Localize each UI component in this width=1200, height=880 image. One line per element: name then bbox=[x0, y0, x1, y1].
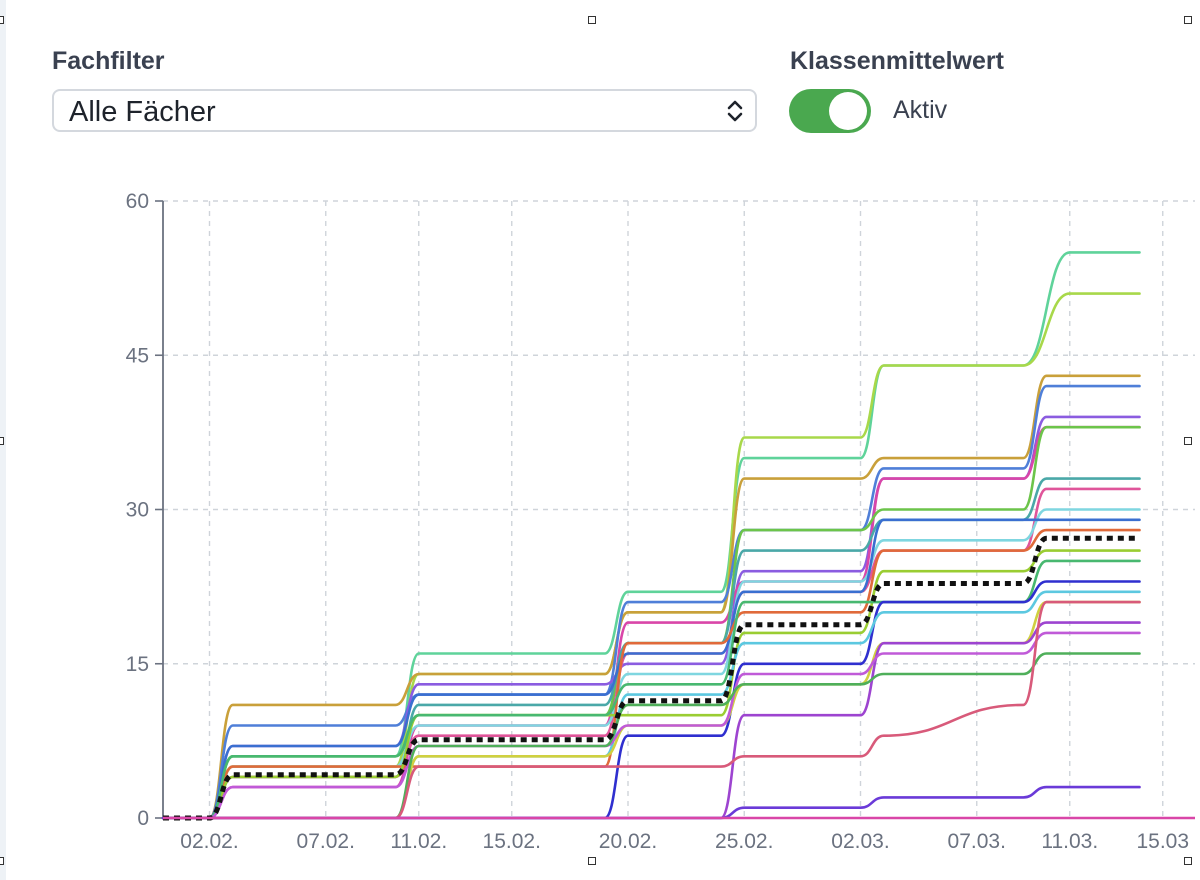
progress-chart: 0 15 30 45 60 02.02. 07.02. 11.02. 15.02. 20.02. 2… bbox=[126, 190, 1195, 853]
y-tick-label: 60 bbox=[126, 190, 149, 213]
x-tick-label: 11.03. bbox=[1041, 830, 1098, 853]
series-line-22 bbox=[161, 785, 1141, 820]
x-tick-label: 02.03. bbox=[831, 830, 889, 853]
x-tick-label: 07.03. bbox=[948, 830, 1006, 853]
x-tick-label: 15.02. bbox=[483, 830, 541, 853]
resize-handle-bottom-right[interactable] bbox=[1184, 857, 1192, 865]
series-line-12 bbox=[161, 528, 1141, 820]
y-tick-label: 15 bbox=[126, 653, 149, 676]
resize-handle-top[interactable] bbox=[588, 16, 596, 24]
series-line-14 bbox=[161, 559, 1141, 820]
series-line-6 bbox=[161, 425, 1141, 820]
subject-filter-label: Fachfilter bbox=[52, 47, 165, 75]
x-tick-label: 11.02. bbox=[390, 830, 447, 853]
class-mean-toggle[interactable] bbox=[789, 89, 871, 133]
series-line-2 bbox=[161, 292, 1141, 820]
chevron-updown-icon bbox=[727, 100, 743, 122]
series-line-13 bbox=[161, 549, 1141, 820]
resize-handle-bottom-left[interactable] bbox=[0, 857, 4, 865]
series-line-5 bbox=[161, 415, 1141, 820]
series-line-21 bbox=[161, 600, 1141, 820]
toggle-knob bbox=[829, 92, 867, 130]
x-tick-label: 25.02. bbox=[715, 830, 773, 853]
series-line-17 bbox=[161, 600, 1141, 820]
subject-filter-select[interactable]: Alle Fächer bbox=[52, 89, 757, 132]
class-mean-state: Aktiv bbox=[893, 96, 948, 124]
resize-handle-right[interactable] bbox=[1184, 437, 1192, 445]
y-tick-label: 0 bbox=[137, 807, 149, 830]
y-tick-label: 30 bbox=[126, 499, 149, 522]
series-line-19 bbox=[161, 631, 1141, 820]
series-line-1 bbox=[161, 251, 1141, 820]
y-tick-label: 45 bbox=[126, 344, 149, 367]
class-mean-line bbox=[163, 535, 1140, 821]
x-tick-label: 02.02. bbox=[180, 830, 238, 853]
subject-filter-value: Alle Fächer bbox=[69, 96, 216, 128]
class-mean-label: Klassenmittelwert bbox=[790, 47, 1004, 75]
series-line-11 bbox=[161, 518, 1141, 820]
series-line-15 bbox=[161, 580, 1141, 820]
resize-handle-left[interactable] bbox=[0, 437, 4, 445]
series-line-4 bbox=[161, 384, 1141, 820]
x-tick-label: 20.02. bbox=[599, 830, 657, 853]
resize-handle-top-right[interactable] bbox=[1184, 16, 1192, 24]
series-line-20 bbox=[161, 652, 1141, 820]
resize-handle-bottom[interactable] bbox=[588, 857, 596, 865]
resize-handle-top-left[interactable] bbox=[0, 16, 4, 24]
series-line-3 bbox=[161, 374, 1141, 820]
x-tick-label: 15.03 bbox=[1136, 830, 1189, 853]
series-line-18 bbox=[161, 621, 1141, 820]
x-tick-label: 07.02. bbox=[297, 830, 355, 853]
